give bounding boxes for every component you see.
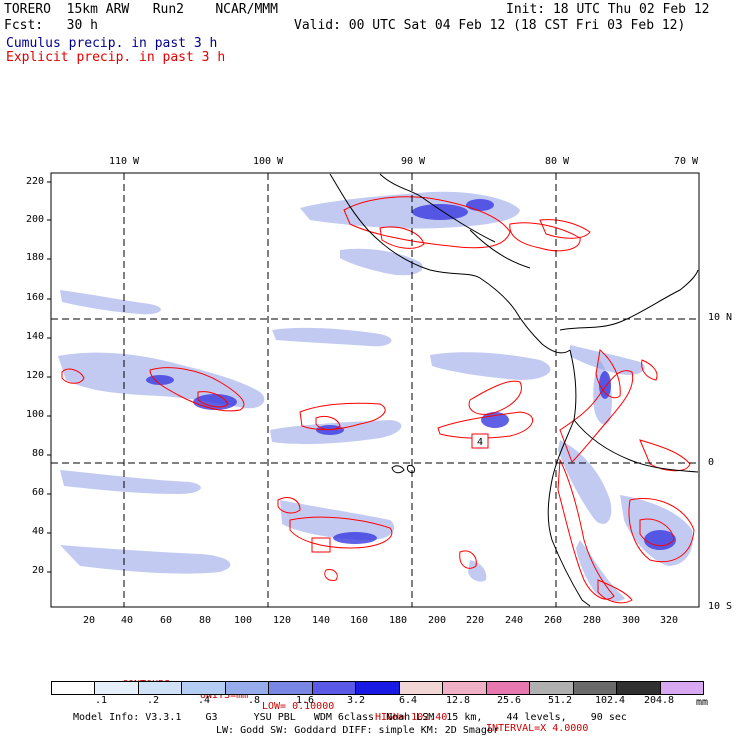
x-tick-40: 40 <box>120 615 134 626</box>
x-tick-160: 160 <box>349 615 369 626</box>
x-tick-180: 180 <box>388 615 408 626</box>
colorbar-units: mm <box>696 697 709 708</box>
colorbar-label: 25.6 <box>496 695 522 706</box>
colorbar-swatch <box>355 682 399 694</box>
y-tick-220: 220 <box>25 176 44 187</box>
colorbar-swatch <box>224 682 269 694</box>
x-tick-100: 100 <box>233 615 253 626</box>
contours-low: LOW= 0.10000 <box>262 701 335 712</box>
lon-label-90w: 90 W <box>400 156 426 167</box>
colorbar <box>51 681 704 695</box>
lat-label-0: 0 <box>708 457 715 468</box>
contours-units: UNITS=mm <box>200 690 249 701</box>
colorbar-label: 204.8 <box>643 695 675 706</box>
y-tick-140: 140 <box>25 331 44 342</box>
colorbar-label: .8 <box>247 695 261 706</box>
contours-high: HIGH= 102.40 <box>375 712 448 723</box>
colorbar-label: 3.2 <box>346 695 366 706</box>
cumulus-legend: Cumulus precip. in past 3 h <box>6 36 218 51</box>
colorbar-label: 12.8 <box>445 695 471 706</box>
colorbar-swatch <box>442 682 486 694</box>
x-tick-220: 220 <box>465 615 485 626</box>
colorbar-swatch <box>94 682 138 694</box>
init-time: Init: 18 UTC Thu 02 Feb 12 <box>506 2 710 17</box>
colorbar-label: 1.6 <box>295 695 315 706</box>
colorbar-label: .4 <box>197 695 211 706</box>
x-tick-320: 320 <box>659 615 679 626</box>
y-tick-marks <box>47 181 51 573</box>
y-tick-160: 160 <box>25 292 44 303</box>
lat-label-10s: 10 S <box>708 601 733 612</box>
forecast-hour: Fcst: 30 h <box>4 18 98 33</box>
y-tick-100: 100 <box>25 409 44 420</box>
colorbar-swatch <box>572 682 617 694</box>
colorbar-swatch <box>181 682 225 694</box>
x-tick-240: 240 <box>504 615 524 626</box>
x-tick-60: 60 <box>159 615 173 626</box>
lon-label-110w: 110 W <box>108 156 140 167</box>
x-tick-280: 280 <box>582 615 602 626</box>
y-tick-60: 60 <box>31 487 44 498</box>
colorbar-label: .1 <box>94 695 108 706</box>
explicit-legend: Explicit precip. in past 3 h <box>6 50 226 65</box>
lat-lon-grid <box>51 173 699 607</box>
colorbar-label: 102.4 <box>594 695 626 706</box>
valid-time: Valid: 00 UTC Sat 04 Feb 12 (18 CST Fri … <box>294 18 686 33</box>
contour-label-text: 4 <box>477 437 483 448</box>
colorbar-swatch <box>268 682 312 694</box>
x-tick-80: 80 <box>198 615 212 626</box>
y-tick-180: 180 <box>25 252 44 263</box>
colorbar-swatch <box>659 682 704 694</box>
colorbar-swatch <box>398 682 443 694</box>
x-tick-300: 300 <box>621 615 641 626</box>
y-tick-80: 80 <box>31 448 44 459</box>
y-tick-40: 40 <box>31 526 44 537</box>
x-tick-200: 200 <box>427 615 447 626</box>
plot-title: TORERO 15km ARW Run2 NCAR/MMM <box>4 2 278 17</box>
colorbar-swatch <box>529 682 573 694</box>
x-tick-260: 260 <box>543 615 563 626</box>
contour-label-box <box>471 433 489 449</box>
colorbar-label: 6.4 <box>398 695 418 706</box>
colorbar-swatch <box>616 682 660 694</box>
x-tick-120: 120 <box>272 615 292 626</box>
y-tick-20: 20 <box>31 565 44 576</box>
y-tick-200: 200 <box>25 214 44 225</box>
colorbar-swatch <box>52 682 95 694</box>
colorbar-swatch <box>137 682 182 694</box>
colorbar-label: 51.2 <box>547 695 573 706</box>
colorbar-label: .2 <box>146 695 160 706</box>
model-info-line1: Model Info: V3.3.1 G3 YSU PBL WDM 6class… <box>73 712 627 723</box>
colorbar-swatch <box>485 682 530 694</box>
coastlines <box>329 173 699 607</box>
lon-label-100w: 100 W <box>252 156 284 167</box>
colorbar-swatch <box>311 682 356 694</box>
y-tick-120: 120 <box>25 370 44 381</box>
lon-label-80w: 80 W <box>544 156 570 167</box>
contours-interval: INTERVAL=X 4.0000 <box>486 723 589 734</box>
x-tick-140: 140 <box>311 615 331 626</box>
lon-label-70w: 70 W <box>673 156 699 167</box>
lat-label-10n: 10 N <box>708 312 733 323</box>
x-tick-20: 20 <box>82 615 96 626</box>
model-info-line2: LW: Godd SW: Goddard DIFF: simple KM: 2D… <box>216 725 499 736</box>
